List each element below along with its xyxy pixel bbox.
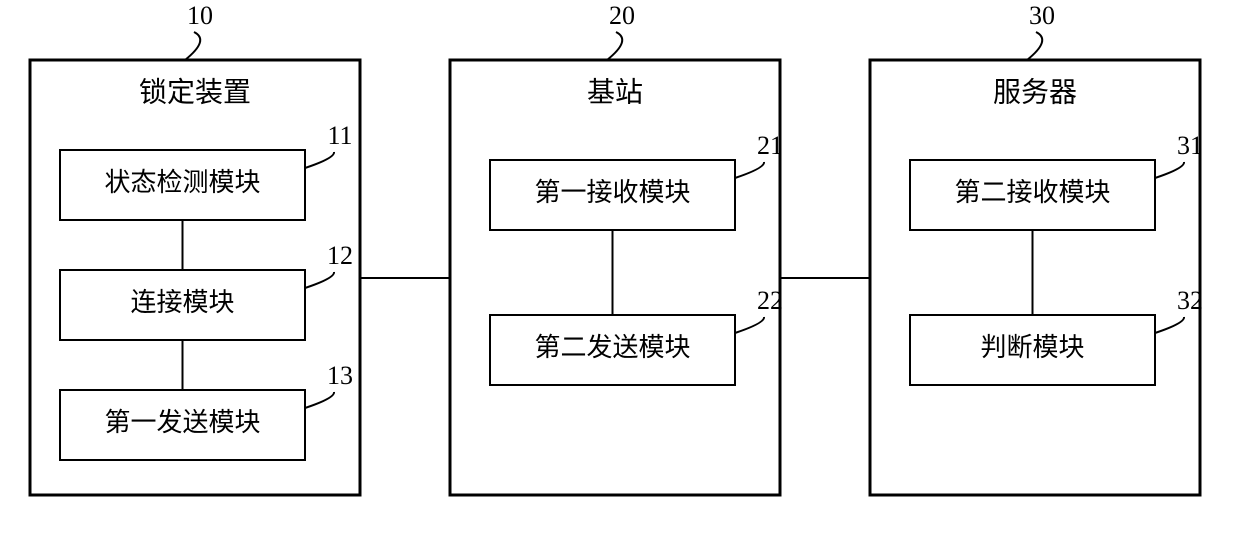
outer-box-title-base-station: 基站 — [587, 76, 643, 108]
module-label-status-detect: 状态检测模块 — [104, 168, 260, 197]
module-number-first-send: 13 — [327, 361, 353, 390]
module-number-connect: 12 — [327, 241, 353, 270]
outer-box-number-base-station: 20 — [609, 1, 635, 30]
module-label-connect: 连接模块 — [130, 288, 234, 317]
module-number-judge: 32 — [1177, 286, 1203, 315]
module-number-status-detect: 11 — [327, 121, 352, 150]
outer-box-title-server: 服务器 — [993, 76, 1077, 108]
module-label-judge: 判断模块 — [980, 333, 1084, 362]
module-label-second-send: 第二发送模块 — [534, 333, 690, 362]
module-number-first-receive: 21 — [757, 131, 783, 160]
outer-box-number-server: 30 — [1029, 1, 1055, 30]
module-label-first-receive: 第一接收模块 — [534, 178, 690, 207]
outer-box-number-lock-device: 10 — [187, 1, 213, 30]
outer-box-title-lock-device: 锁定装置 — [139, 76, 251, 108]
module-label-first-send: 第一发送模块 — [104, 408, 260, 437]
module-label-second-receive: 第二接收模块 — [954, 178, 1110, 207]
diagram-canvas: 锁定装置 10 基站 20 服务器 30 状态检测模块 11 连接模块 12 第一发送模块 13 第一接… — [0, 0, 1240, 545]
module-number-second-receive: 31 — [1177, 131, 1203, 160]
module-number-second-send: 22 — [757, 286, 783, 315]
